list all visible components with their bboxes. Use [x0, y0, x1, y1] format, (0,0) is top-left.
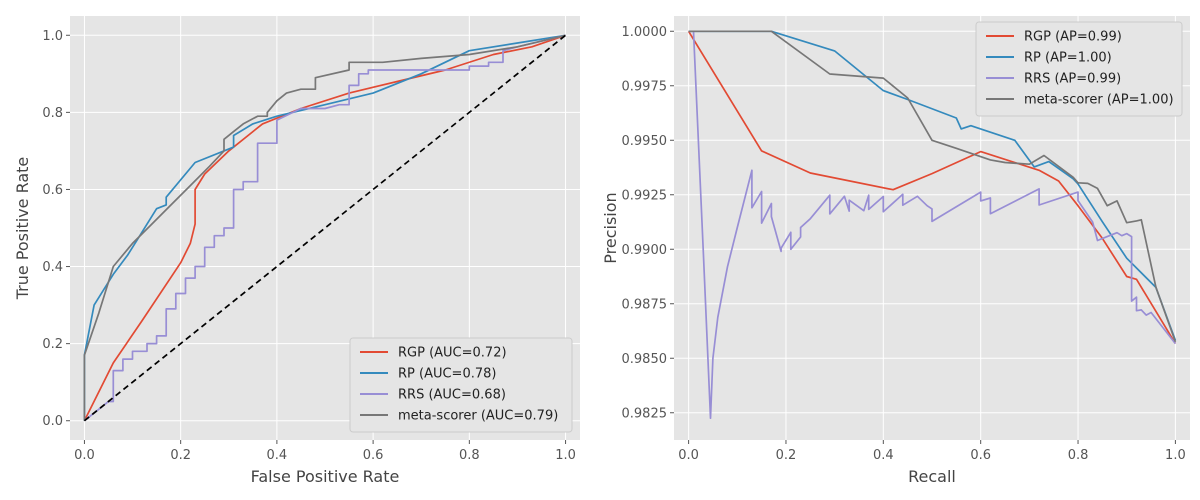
y-tick-label: 1.0 [42, 29, 63, 44]
series-line-0 [687, 30, 1177, 345]
legend-label: RP (AP=1.00) [1024, 51, 1112, 66]
y-tick-label: 0.9825 [622, 406, 668, 421]
series-line-1 [83, 34, 566, 421]
roc-chart: 0.0 0.2 0.4 0.6 0.8 1.0 0.0 0.2 0.4 0.6 0.8 1.0 Fals… [13, 16, 580, 486]
legend-label: meta-scorer (AUC=0.79) [398, 409, 558, 424]
legend-label: RRS (AP=0.99) [1024, 72, 1121, 87]
legend [349, 337, 573, 433]
x-axis-label: False Positive Rate [251, 467, 400, 486]
x-tick-label: 0.6 [363, 448, 384, 463]
y-tick-label: 0.9900 [622, 243, 668, 258]
y-tick-label: 0.9850 [622, 352, 668, 367]
x-tick-label: 1.0 [1165, 448, 1186, 463]
legend-label: meta-scorer (AP=1.00) [1024, 93, 1174, 108]
x-tick-label: 0.8 [1068, 448, 1089, 463]
y-tick-label: 0.4 [42, 260, 63, 275]
x-tick-label: 0.6 [970, 448, 991, 463]
y-tick-label: 0.9875 [622, 297, 668, 312]
x-tick-label: 0.0 [678, 448, 699, 463]
y-tick-label: 0.6 [42, 183, 63, 198]
y-tick-label: 0.9975 [622, 79, 668, 94]
y-tick-label: 0.8 [42, 106, 63, 121]
y-axis-label: True Positive Rate [13, 157, 32, 301]
x-tick-label: 0.8 [459, 448, 480, 463]
x-tick-label: 1.0 [555, 448, 576, 463]
y-tick-label: 0.9950 [622, 134, 668, 149]
x-axis-label: Recall [908, 467, 956, 486]
x-tick-label: 0.4 [873, 448, 894, 463]
chance-diagonal [83, 34, 567, 422]
legend-label: RP (AUC=0.78) [398, 367, 496, 382]
series-line-3 [688, 30, 1177, 343]
legend-label: RGP (AUC=0.72) [398, 346, 507, 361]
series-line-2 [83, 34, 566, 422]
precision-recall-chart: 0.0 0.2 0.4 0.6 0.8 1.0 0.9825 0.9850 0.9875 0.99… [601, 16, 1190, 486]
y-tick-label: 0.0 [42, 414, 63, 429]
x-tick-label: 0.2 [170, 448, 191, 463]
legend [975, 21, 1183, 117]
legend-label: RRS (AUC=0.68) [398, 388, 506, 403]
y-tick-label: 1.0000 [622, 25, 668, 40]
series-line-3 [83, 34, 566, 421]
x-tick-label: 0.4 [267, 448, 288, 463]
series-line-0 [83, 34, 566, 422]
legend-label: RGP (AP=0.99) [1024, 30, 1122, 45]
x-tick-label: 0.0 [74, 448, 95, 463]
y-axis-label: Precision [601, 192, 620, 263]
y-tick-label: 0.2 [42, 337, 63, 352]
x-tick-label: 0.2 [776, 448, 797, 463]
y-tick-label: 0.9925 [622, 188, 668, 203]
series-line-2 [688, 30, 1177, 420]
